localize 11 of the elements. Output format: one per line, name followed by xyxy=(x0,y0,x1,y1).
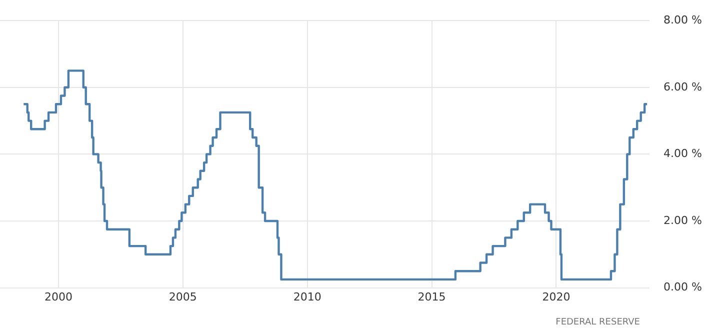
x-tick-label: 2000 xyxy=(44,290,72,304)
y-tick-label: 2.00 % xyxy=(664,214,702,227)
x-tick-label: 2010 xyxy=(293,290,322,304)
x-tick-label: 2005 xyxy=(168,290,197,304)
y-tick-label: 0.00 % xyxy=(664,280,702,294)
x-tick-label: 2015 xyxy=(418,290,446,304)
y-tick-label: 8.00 % xyxy=(664,13,702,26)
y-tick-label: 4.00 % xyxy=(664,147,702,160)
y-tick-label: 6.00 % xyxy=(664,80,702,94)
x-tick-label: 2020 xyxy=(542,290,570,304)
text: FEDERAL RESERVE xyxy=(556,317,640,328)
